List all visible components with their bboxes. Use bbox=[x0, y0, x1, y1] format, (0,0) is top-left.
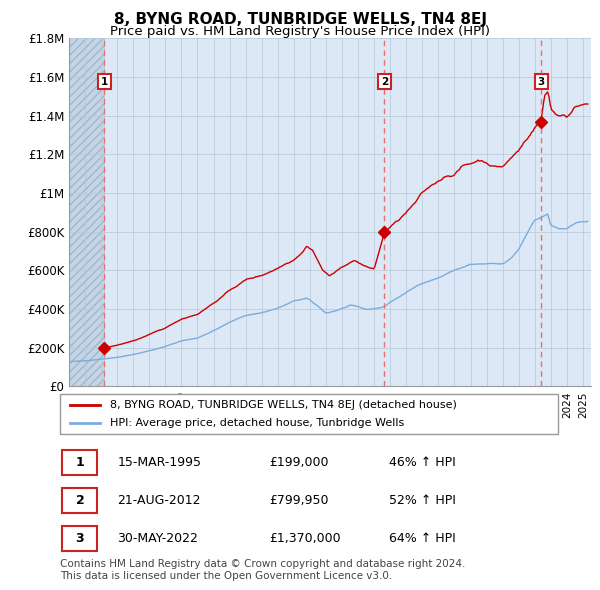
Text: 30-MAY-2022: 30-MAY-2022 bbox=[117, 532, 198, 545]
Text: 8, BYNG ROAD, TUNBRIDGE WELLS, TN4 8EJ (detached house): 8, BYNG ROAD, TUNBRIDGE WELLS, TN4 8EJ (… bbox=[110, 400, 457, 410]
FancyBboxPatch shape bbox=[62, 488, 97, 513]
Text: £1,370,000: £1,370,000 bbox=[269, 532, 341, 545]
Text: 3: 3 bbox=[538, 77, 545, 87]
FancyBboxPatch shape bbox=[62, 526, 97, 551]
Text: 52% ↑ HPI: 52% ↑ HPI bbox=[389, 494, 455, 507]
FancyBboxPatch shape bbox=[62, 450, 97, 475]
FancyBboxPatch shape bbox=[60, 394, 558, 434]
Text: 21-AUG-2012: 21-AUG-2012 bbox=[117, 494, 201, 507]
Text: 3: 3 bbox=[76, 532, 84, 545]
Text: £199,000: £199,000 bbox=[269, 456, 329, 469]
Text: 64% ↑ HPI: 64% ↑ HPI bbox=[389, 532, 455, 545]
Text: 2: 2 bbox=[76, 494, 84, 507]
Text: HPI: Average price, detached house, Tunbridge Wells: HPI: Average price, detached house, Tunb… bbox=[110, 418, 404, 428]
Text: 2: 2 bbox=[381, 77, 388, 87]
Text: This data is licensed under the Open Government Licence v3.0.: This data is licensed under the Open Gov… bbox=[60, 571, 392, 581]
Text: 1: 1 bbox=[101, 77, 108, 87]
Text: 8, BYNG ROAD, TUNBRIDGE WELLS, TN4 8EJ: 8, BYNG ROAD, TUNBRIDGE WELLS, TN4 8EJ bbox=[113, 12, 487, 27]
Text: 1: 1 bbox=[76, 456, 84, 469]
Bar bbox=[69, 38, 104, 386]
Text: Price paid vs. HM Land Registry's House Price Index (HPI): Price paid vs. HM Land Registry's House … bbox=[110, 25, 490, 38]
Text: Contains HM Land Registry data © Crown copyright and database right 2024.: Contains HM Land Registry data © Crown c… bbox=[60, 559, 466, 569]
Text: £799,950: £799,950 bbox=[269, 494, 329, 507]
Text: 15-MAR-1995: 15-MAR-1995 bbox=[117, 456, 201, 469]
Text: 46% ↑ HPI: 46% ↑ HPI bbox=[389, 456, 455, 469]
